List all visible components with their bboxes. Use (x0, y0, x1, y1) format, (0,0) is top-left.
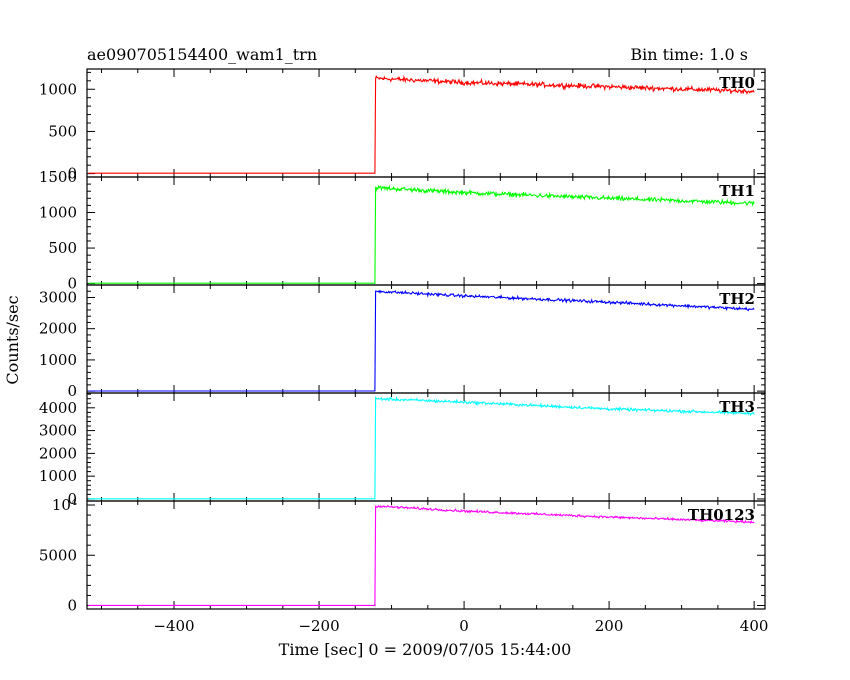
x-tick-label: 0 (459, 617, 469, 635)
panel-frame (86, 284, 766, 394)
panel-label: TH3 (719, 398, 755, 416)
panel-label: TH0 (719, 74, 755, 92)
x-tick-label: 200 (595, 617, 624, 635)
panel-frame (86, 500, 766, 610)
y-tick-label: 1000 (39, 351, 77, 369)
y-tick-label: 2000 (39, 444, 77, 462)
x-tick-label: 400 (740, 617, 769, 635)
panel-label: TH2 (719, 290, 755, 308)
panel-th2: 0 1000 2000 3000 TH2 (39, 284, 766, 400)
panel-frame (86, 392, 766, 502)
series-line-th1 (88, 184, 755, 284)
y-tick-label: 3000 (39, 288, 77, 306)
y-tick-label: 1500 (39, 168, 77, 186)
panel-th1: 0 500 1000 1500 TH1 (39, 168, 766, 293)
y-tick-label: 1000 (39, 80, 77, 98)
y-tick-label: 0 (67, 382, 77, 400)
y-tick-label: 4000 (39, 399, 77, 417)
y-tick-label: 0 (67, 490, 77, 508)
panel-th3: 0 1000 2000 3000 4000 TH3 (39, 392, 766, 508)
y-tick-label: 10⁴ (52, 496, 77, 514)
y-tick-label: 0 (67, 165, 77, 183)
panel-th0123: 0 5000 10⁴ TH0123 (39, 496, 766, 614)
series-line-th3 (88, 396, 755, 500)
y-tick-label: 1000 (39, 467, 77, 485)
panel-th0: 0 500 1000 TH0 (39, 68, 766, 183)
y-tick-label: 500 (48, 122, 77, 140)
y-tick-label: 5000 (39, 546, 77, 564)
y-tick-label: 2000 (39, 320, 77, 338)
y-tick-label: 1000 (39, 204, 77, 222)
chart-title: ae090705154400_wam1_trn (87, 45, 317, 64)
x-axis-label: Time [sec] 0 = 2009/07/05 15:44:00 (279, 640, 572, 659)
x-tick-label: −400 (153, 617, 194, 635)
y-tick-label: 500 (48, 239, 77, 257)
panel-frame (86, 68, 766, 178)
panel-label: TH1 (719, 182, 755, 200)
series-line-th2 (88, 289, 755, 392)
y-tick-label: 3000 (39, 422, 77, 440)
x-tick-label: −200 (298, 617, 339, 635)
series-line-th0123 (88, 504, 755, 606)
y-axis-label: Counts/sec (3, 295, 22, 384)
y-tick-label: 0 (67, 275, 77, 293)
series-line-th0 (88, 74, 755, 174)
panel-frame (86, 176, 766, 286)
panel-label: TH0123 (688, 506, 755, 524)
bin-time-label: Bin time: 1.0 s (630, 45, 748, 64)
y-tick-label: 0 (67, 596, 77, 614)
